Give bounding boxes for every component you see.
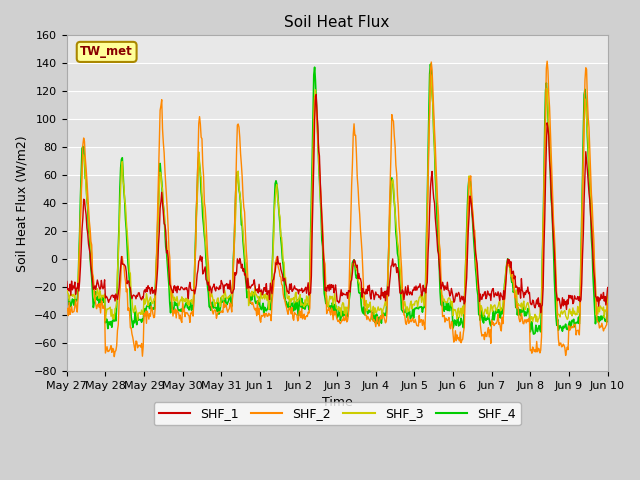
X-axis label: Time: Time	[322, 396, 353, 409]
Text: TW_met: TW_met	[80, 46, 133, 59]
Bar	[67, 120, 607, 147]
Title: Soil Heat Flux: Soil Heat Flux	[284, 15, 390, 30]
Y-axis label: Soil Heat Flux (W/m2): Soil Heat Flux (W/m2)	[15, 135, 28, 272]
Bar	[67, 175, 607, 203]
Bar	[67, 287, 607, 315]
Bar	[67, 231, 607, 259]
Bar	[67, 343, 607, 371]
Bar	[67, 63, 607, 91]
Legend: SHF_1, SHF_2, SHF_3, SHF_4: SHF_1, SHF_2, SHF_3, SHF_4	[154, 402, 520, 425]
